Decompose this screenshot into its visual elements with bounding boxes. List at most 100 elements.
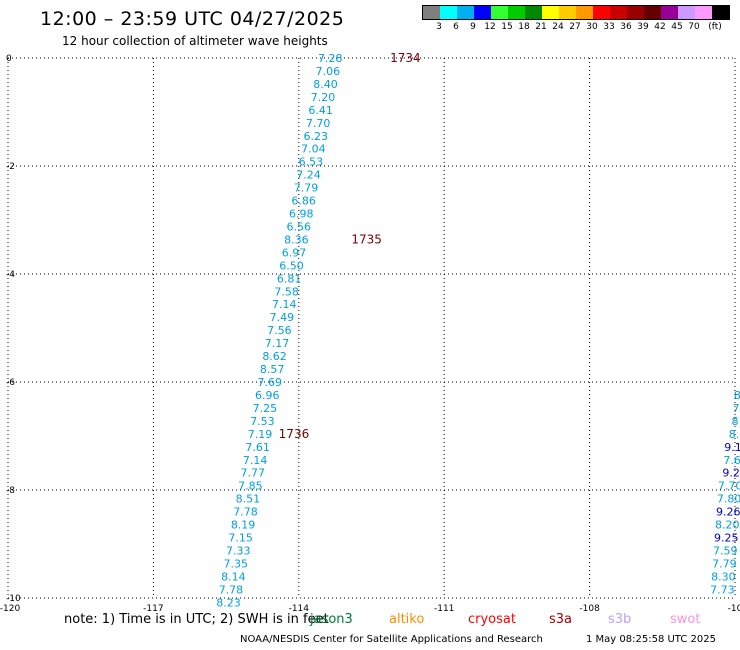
wave-height-label: 8.	[729, 428, 740, 441]
wave-height-label: 8.62	[262, 350, 287, 363]
page-subtitle: 12 hour collection of altimeter wave hei…	[62, 34, 328, 48]
wave-height-label: 9.25	[714, 532, 739, 545]
legend-swatch	[627, 6, 644, 19]
legend-label: 36	[620, 22, 632, 32]
legend-swatch	[678, 6, 695, 19]
legend-swatch	[559, 6, 576, 19]
satellite-cryosat: cryosat	[468, 612, 516, 627]
wave-height-label: 7.25	[253, 402, 278, 415]
legend-swatch	[644, 6, 661, 19]
legend-label: 39	[637, 22, 649, 32]
page-title: 12:00 – 23:59 UTC 04/27/2025	[40, 8, 345, 30]
y-tick-label: -4	[6, 270, 15, 280]
wave-height-label: 7.58	[274, 285, 299, 298]
wave-height-plot: -120 -117 -114 -111 -108 -100-2-4-6-8-107.287…	[0, 51, 740, 612]
wave-height-label: 6.50	[279, 259, 304, 272]
legend-swatch	[576, 6, 593, 19]
x-tick-label: -117	[143, 604, 163, 612]
y-tick-label: 0	[6, 54, 12, 64]
wave-height-label: 6.98	[289, 208, 314, 221]
x-tick-label: -10	[728, 604, 740, 612]
wave-height-label: 6.53	[299, 156, 324, 169]
satellite-swot: swot	[670, 612, 701, 627]
wave-height-label: 8.23	[216, 596, 241, 609]
generation-timestamp: 1 May 08:25:58 UTC 2025	[586, 634, 716, 645]
legend-label: 27	[569, 22, 581, 32]
wave-height-label: 8.36	[284, 233, 309, 246]
wave-height-label: 7.69	[257, 376, 282, 389]
legend-label: 45	[671, 22, 683, 32]
wave-height-label: 7.59	[713, 544, 738, 557]
y-tick-label: -8	[6, 486, 15, 496]
x-tick-label: -111	[434, 604, 454, 612]
wave-height-label: 7.79	[294, 182, 319, 195]
wave-height-label: 7.35	[224, 557, 249, 570]
wave-height-label: 7.78	[219, 583, 244, 596]
pass-time-label: 1734	[390, 51, 421, 65]
wave-height-label: 7.77	[241, 467, 266, 480]
pass-time-label: 1736	[279, 427, 310, 441]
legend-label: 21	[535, 22, 547, 32]
legend-swatch	[695, 6, 712, 19]
wave-height-label: 7.14	[272, 298, 297, 311]
wave-height-label: 8.30	[711, 570, 736, 583]
wave-height-label: 7.24	[296, 169, 321, 182]
legend-label: 6	[453, 22, 459, 32]
x-tick-label: -120	[0, 604, 20, 612]
wave-height-label: 7.49	[270, 311, 295, 324]
credit-line: NOAA/NESDIS Center for Satellite Applica…	[240, 634, 543, 645]
legend-swatch	[474, 6, 491, 19]
legend-label: 33	[603, 22, 615, 32]
wave-height-label: 7.56	[267, 324, 292, 337]
x-tick-label: -114	[289, 604, 310, 612]
legend-swatch	[440, 6, 457, 19]
wave-height-label: 8.40	[313, 78, 338, 91]
wave-height-label: 6.81	[277, 272, 302, 285]
wave-height-label: 7.70	[718, 480, 740, 493]
wave-height-label: 7.28	[318, 52, 343, 65]
legend-swatch	[423, 6, 440, 19]
pass-time-label: 1735	[351, 232, 382, 246]
wave-height-label: 7.79	[712, 557, 737, 570]
satellite-jason3: jason3	[310, 612, 353, 627]
wave-height-label: 6.97	[282, 246, 307, 259]
wave-height-label: 9.2	[722, 467, 740, 480]
legend-label: 30	[586, 22, 598, 32]
legend-label: (ft)	[708, 22, 722, 32]
y-tick-label: -10	[6, 594, 21, 604]
legend-swatch	[542, 6, 559, 19]
satellite-altiko: altiko	[389, 612, 425, 627]
wave-height-label: 7.78	[233, 506, 258, 519]
wave-height-label: 7.6	[723, 454, 740, 467]
legend-swatch	[491, 6, 508, 19]
x-tick-label: -108	[579, 604, 600, 612]
wave-height-label: 7.80	[717, 493, 740, 506]
satellite-s3a: s3a	[549, 612, 573, 627]
legend-swatch	[508, 6, 525, 19]
wave-height-label: 8.57	[260, 363, 285, 376]
wave-height-label: 7.85	[238, 480, 263, 493]
wave-height-label: 7.17	[265, 337, 290, 350]
wave-height-label: 8.51	[236, 493, 261, 506]
wave-height-label: 7.19	[248, 428, 273, 441]
wave-height-label: 9.26	[716, 506, 740, 519]
legend-label: 70	[688, 22, 700, 32]
wave-height-label: 7.20	[311, 91, 336, 104]
legend-label: 18	[518, 22, 530, 32]
legend-swatch	[661, 6, 678, 19]
wave-height-label: 6.23	[304, 130, 329, 143]
legend-label: 24	[552, 22, 564, 32]
footer-note: note: 1) Time is in UTC; 2) SWH is in fe…	[64, 612, 329, 627]
wave-height-label: 8.14	[221, 570, 246, 583]
wave-height-label: 8	[732, 415, 739, 428]
legend-label: 12	[484, 22, 496, 32]
legend-label: 3	[436, 22, 442, 32]
wave-height-label: 7.06	[316, 65, 341, 78]
legend-swatch	[593, 6, 610, 19]
legend-label: 9	[470, 22, 476, 32]
legend-swatch	[525, 6, 542, 19]
y-tick-label: -2	[6, 162, 15, 172]
wave-height-label: 7.61	[245, 441, 270, 454]
legend-swatches	[422, 5, 730, 20]
legend-label: 42	[654, 22, 666, 32]
